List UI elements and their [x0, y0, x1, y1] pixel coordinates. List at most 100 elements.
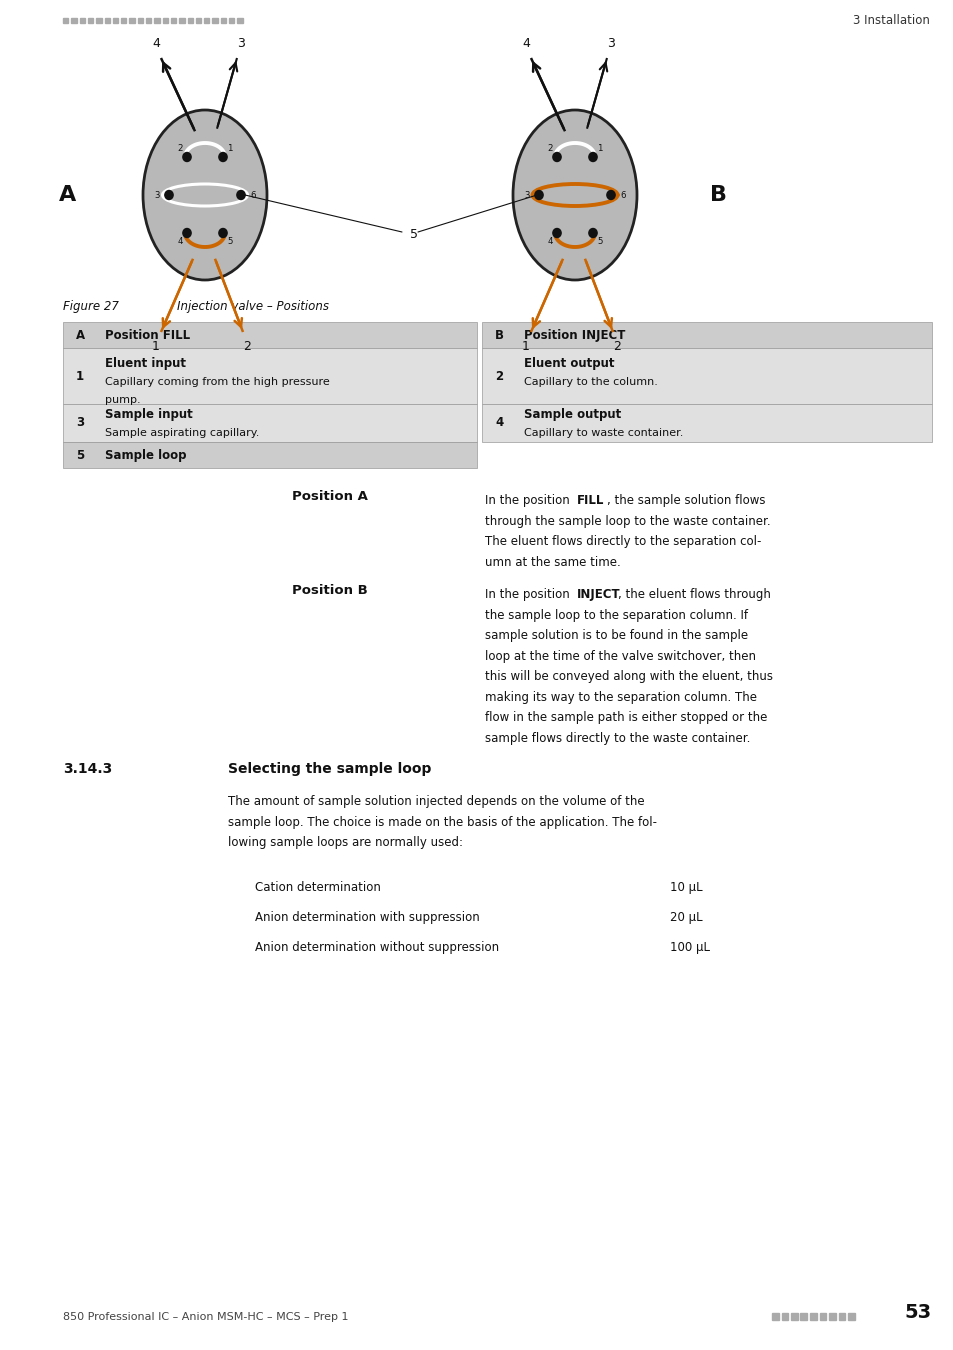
Text: Eluent input: Eluent input	[105, 356, 186, 370]
Text: loop at the time of the valve switchover, then: loop at the time of the valve switchover…	[484, 649, 755, 663]
Text: Position INJECT: Position INJECT	[523, 328, 625, 342]
Text: Sample loop: Sample loop	[105, 448, 186, 462]
Bar	[771, 1314, 778, 1320]
Bar	[237, 18, 242, 23]
Bar	[154, 18, 159, 23]
Text: lowing sample loops are normally used:: lowing sample loops are normally used:	[228, 837, 462, 849]
Ellipse shape	[218, 228, 227, 238]
Text: 3: 3	[154, 190, 159, 200]
Text: A: A	[59, 185, 76, 205]
Bar	[790, 1314, 797, 1320]
Bar	[63, 348, 476, 404]
Text: In the position: In the position	[484, 494, 573, 508]
Bar	[204, 18, 209, 23]
Bar	[481, 404, 931, 441]
Text: A: A	[76, 328, 85, 342]
Text: 850 Professional IC – Anion MSM-HC – MCS – Prep 1: 850 Professional IC – Anion MSM-HC – MCS…	[63, 1312, 348, 1322]
Ellipse shape	[513, 109, 637, 279]
Text: In the position: In the position	[484, 589, 573, 601]
Bar	[481, 323, 931, 348]
Text: 5: 5	[227, 238, 233, 247]
Text: Capillary coming from the high pressure: Capillary coming from the high pressure	[105, 377, 330, 386]
Text: , the eluent flows through: , the eluent flows through	[618, 589, 770, 601]
Text: 1: 1	[227, 144, 233, 154]
Bar	[220, 18, 226, 23]
Bar	[63, 18, 69, 23]
Text: Sample output: Sample output	[523, 408, 620, 421]
Bar	[819, 1314, 825, 1320]
Text: , the sample solution flows: , the sample solution flows	[606, 494, 764, 508]
Bar	[171, 18, 176, 23]
Text: FILL: FILL	[577, 494, 604, 508]
Text: 2: 2	[547, 144, 552, 154]
Bar	[79, 18, 85, 23]
Bar	[96, 18, 101, 23]
Text: 6: 6	[250, 190, 255, 200]
Text: 6: 6	[619, 190, 625, 200]
Text: 5: 5	[410, 228, 417, 242]
Text: Capillary to the column.: Capillary to the column.	[523, 377, 658, 386]
Text: Sample aspirating capillary.: Sample aspirating capillary.	[105, 428, 259, 437]
Text: 3: 3	[76, 417, 84, 429]
Bar	[63, 441, 476, 468]
Ellipse shape	[606, 190, 615, 200]
Bar	[88, 18, 93, 23]
Text: 10 μL: 10 μL	[669, 882, 702, 894]
Text: 100 μL: 100 μL	[669, 941, 709, 954]
Text: through the sample loop to the waste container.: through the sample loop to the waste con…	[484, 514, 770, 528]
Text: 4: 4	[177, 238, 183, 247]
Text: 2: 2	[177, 144, 183, 154]
Text: 5: 5	[76, 448, 84, 462]
Ellipse shape	[218, 153, 227, 162]
Text: 2: 2	[243, 340, 251, 352]
Text: Position A: Position A	[292, 490, 368, 504]
Text: 3: 3	[236, 36, 245, 50]
Text: Figure 27: Figure 27	[63, 300, 119, 313]
Bar	[121, 18, 126, 23]
Text: 5: 5	[597, 238, 602, 247]
Text: 2: 2	[495, 370, 502, 382]
Text: sample loop. The choice is made on the basis of the application. The fol-: sample loop. The choice is made on the b…	[228, 815, 657, 829]
Bar	[146, 18, 152, 23]
Text: 2: 2	[613, 340, 620, 352]
Bar	[162, 18, 168, 23]
Text: Injection valve – Positions: Injection valve – Positions	[162, 300, 329, 313]
Bar	[828, 1314, 835, 1320]
Text: Position FILL: Position FILL	[105, 328, 190, 342]
Text: sample flows directly to the waste container.: sample flows directly to the waste conta…	[484, 732, 750, 745]
Bar	[229, 18, 234, 23]
Bar	[195, 18, 201, 23]
Text: 3: 3	[606, 36, 615, 50]
Ellipse shape	[553, 153, 560, 162]
Bar	[130, 18, 134, 23]
Text: INJECT: INJECT	[577, 589, 620, 601]
Text: 3 Installation: 3 Installation	[852, 14, 929, 27]
Text: 1: 1	[521, 340, 529, 352]
Bar	[188, 18, 193, 23]
Bar	[481, 348, 931, 404]
Text: Cation determination: Cation determination	[254, 882, 380, 894]
Bar	[63, 404, 476, 441]
Ellipse shape	[183, 153, 191, 162]
Text: 4: 4	[521, 36, 529, 50]
Text: 4: 4	[152, 36, 160, 50]
Ellipse shape	[165, 190, 172, 200]
Text: Eluent output: Eluent output	[523, 356, 614, 370]
Bar	[781, 1314, 787, 1320]
Text: 4: 4	[495, 417, 503, 429]
Bar	[847, 1314, 854, 1320]
Text: B: B	[495, 328, 503, 342]
Bar	[137, 18, 143, 23]
Bar	[112, 18, 118, 23]
Text: Selecting the sample loop: Selecting the sample loop	[228, 763, 431, 776]
Text: pump.: pump.	[105, 396, 140, 405]
Text: 3: 3	[524, 190, 529, 200]
Text: 1: 1	[597, 144, 602, 154]
Bar	[809, 1314, 816, 1320]
Bar	[838, 1314, 844, 1320]
Text: this will be conveyed along with the eluent, thus: this will be conveyed along with the elu…	[484, 670, 772, 683]
Text: Anion determination with suppression: Anion determination with suppression	[254, 911, 479, 923]
Bar	[105, 18, 110, 23]
Text: 4: 4	[547, 238, 552, 247]
Text: Sample input: Sample input	[105, 408, 193, 421]
